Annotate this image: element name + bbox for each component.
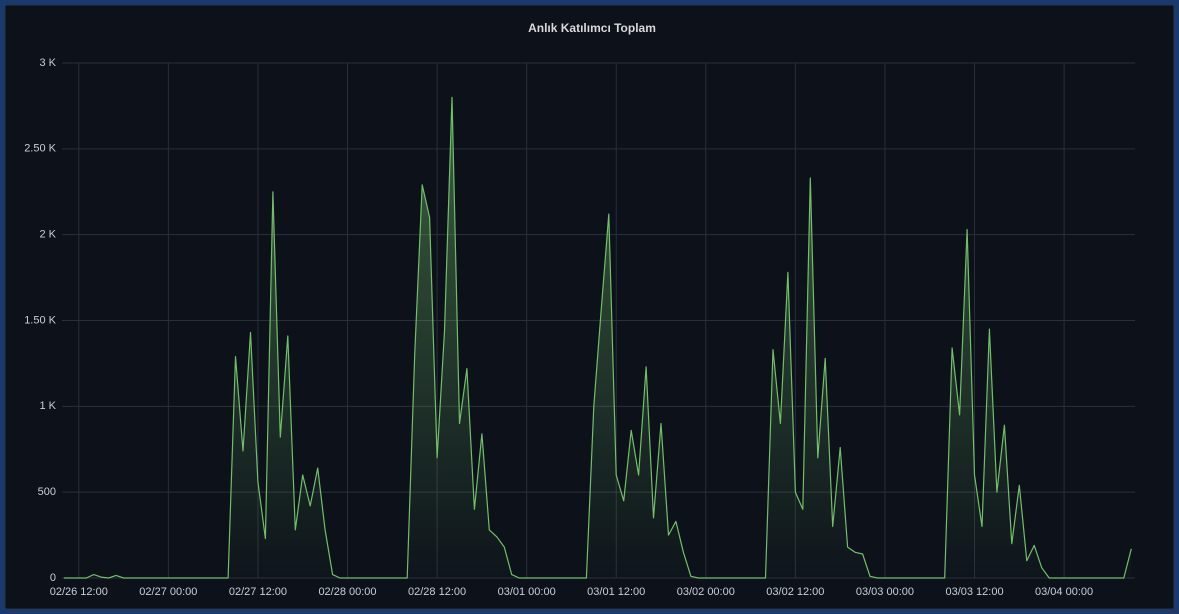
- y-tick-label: 1 K: [39, 400, 56, 412]
- x-tick-label: 02/27 00:00: [139, 586, 197, 598]
- x-tick-label: 02/28 12:00: [408, 586, 466, 598]
- x-tick-label: 03/01 00:00: [498, 586, 556, 598]
- y-tick-label: 2.50 K: [24, 143, 56, 155]
- y-tick-label: 1.50 K: [24, 314, 56, 326]
- series-line: [63, 96, 1132, 579]
- chart-title: Anlık Katılımcı Toplam: [528, 21, 656, 35]
- y-tick-label: 3 K: [39, 57, 56, 69]
- x-tick-label: 03/03 12:00: [945, 586, 1003, 598]
- x-tick-label: 03/04 00:00: [1035, 586, 1093, 598]
- x-tick-label: 03/03 00:00: [856, 586, 914, 598]
- x-tick-label: 03/01 12:00: [587, 586, 645, 598]
- panel: [4, 4, 1175, 610]
- x-tick-label: 03/02 00:00: [677, 586, 735, 598]
- series-area: [63, 97, 1132, 579]
- y-tick-label: 500: [38, 486, 56, 498]
- x-tick-label: 03/02 12:00: [766, 586, 824, 598]
- y-tick-label: 0: [50, 572, 56, 584]
- x-tick-label: 02/26 12:00: [50, 586, 108, 598]
- y-tick-label: 2 K: [39, 229, 56, 241]
- x-tick-label: 02/27 12:00: [229, 586, 287, 598]
- x-tick-label: 02/28 00:00: [318, 586, 376, 598]
